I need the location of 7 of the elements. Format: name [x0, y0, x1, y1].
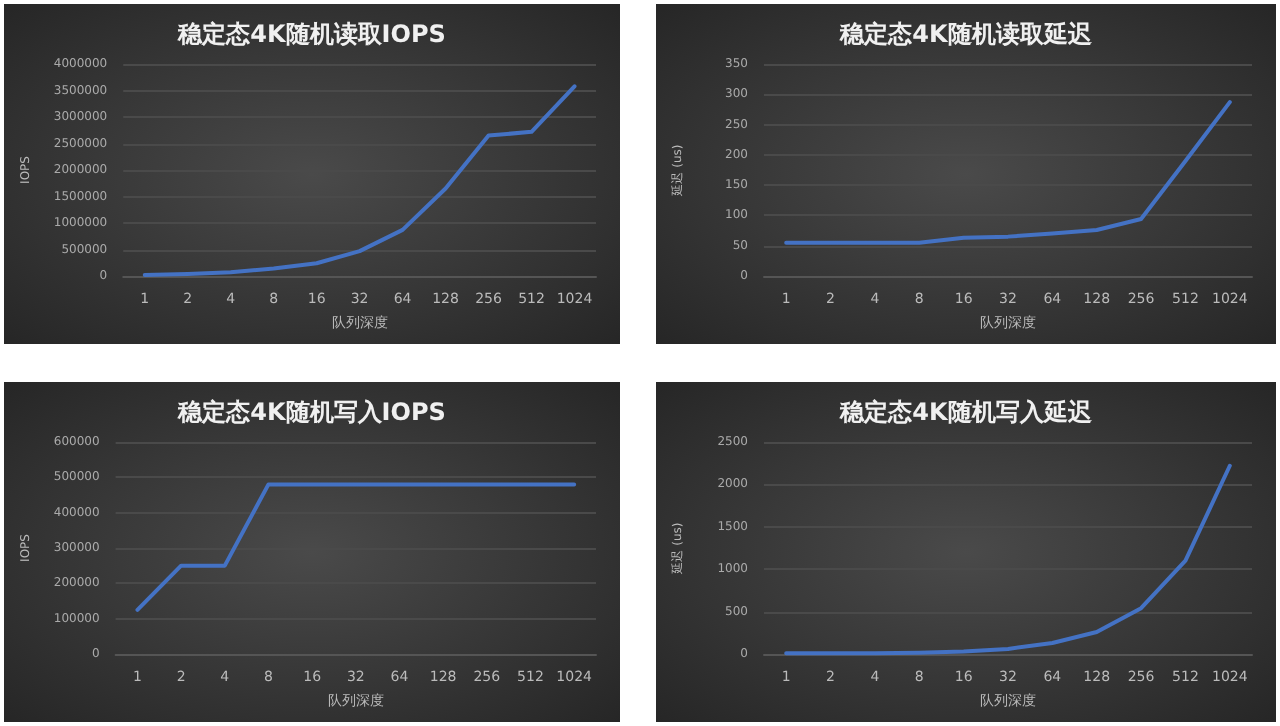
chart-title: 稳定态4K随机写入IOPS: [176, 398, 446, 426]
chart-title: 稳定态4K随机读取延迟: [838, 20, 1094, 48]
line-series: [142, 84, 577, 277]
chart-title: 稳定态4K随机读取IOPS: [176, 20, 446, 48]
chart-title: 稳定态4K随机写入延迟: [838, 398, 1094, 426]
line-series: [784, 100, 1232, 245]
line-series: [784, 463, 1232, 656]
